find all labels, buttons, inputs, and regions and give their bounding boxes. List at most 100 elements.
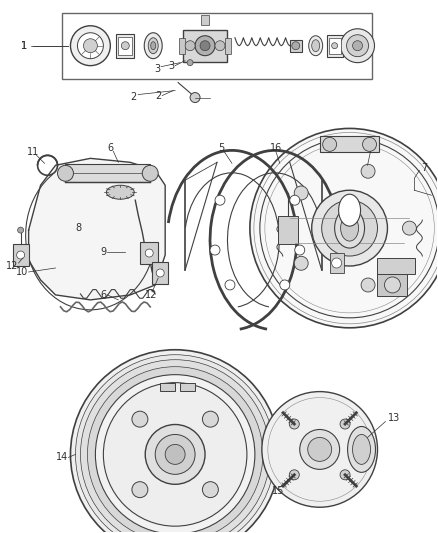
Ellipse shape	[148, 38, 158, 54]
Circle shape	[132, 482, 148, 498]
Bar	[152, 262, 168, 284]
Ellipse shape	[309, 36, 323, 55]
Circle shape	[346, 35, 368, 56]
Circle shape	[190, 93, 200, 102]
Bar	[320, 136, 379, 152]
Circle shape	[290, 470, 299, 480]
Bar	[183, 30, 227, 62]
Circle shape	[95, 375, 255, 533]
Bar	[118, 37, 132, 55]
Circle shape	[88, 367, 263, 533]
Circle shape	[294, 186, 308, 200]
Bar	[66, 164, 150, 182]
Circle shape	[403, 221, 417, 235]
Ellipse shape	[335, 208, 364, 248]
Circle shape	[18, 227, 24, 233]
Circle shape	[71, 350, 280, 533]
Circle shape	[262, 392, 378, 507]
Bar	[278, 216, 298, 244]
Circle shape	[250, 128, 438, 328]
Circle shape	[200, 41, 210, 51]
Circle shape	[156, 269, 164, 277]
Circle shape	[78, 33, 103, 59]
Text: 16: 16	[270, 143, 282, 154]
Ellipse shape	[348, 426, 375, 472]
Text: 14: 14	[56, 453, 68, 463]
Bar	[160, 383, 175, 391]
Circle shape	[155, 434, 195, 474]
Circle shape	[290, 195, 300, 205]
Circle shape	[321, 200, 378, 256]
Ellipse shape	[57, 165, 74, 181]
Bar	[117, 34, 134, 58]
Circle shape	[340, 419, 350, 429]
Bar	[328, 38, 341, 54]
Text: 2: 2	[155, 91, 162, 101]
Bar	[378, 258, 415, 274]
Circle shape	[290, 419, 299, 429]
Circle shape	[17, 251, 25, 259]
Bar	[290, 40, 302, 52]
Ellipse shape	[144, 33, 162, 59]
Circle shape	[195, 36, 215, 55]
Text: 5: 5	[218, 143, 224, 154]
Circle shape	[165, 445, 185, 464]
Circle shape	[300, 430, 339, 470]
Bar	[13, 244, 28, 266]
Text: 1: 1	[21, 41, 27, 51]
Text: 1: 1	[21, 41, 27, 51]
Polygon shape	[28, 158, 165, 300]
Ellipse shape	[312, 40, 320, 52]
Circle shape	[145, 249, 153, 257]
Ellipse shape	[323, 138, 337, 151]
Circle shape	[215, 41, 225, 51]
Circle shape	[312, 190, 388, 266]
Ellipse shape	[353, 434, 371, 464]
Circle shape	[361, 278, 375, 292]
Ellipse shape	[341, 215, 359, 241]
Circle shape	[340, 470, 350, 480]
Bar	[180, 383, 195, 391]
Text: 11: 11	[27, 147, 39, 157]
Circle shape	[81, 360, 270, 533]
Ellipse shape	[106, 185, 134, 199]
Bar	[140, 242, 158, 264]
Circle shape	[332, 258, 342, 268]
Circle shape	[341, 29, 374, 63]
Text: 6: 6	[100, 290, 106, 300]
Circle shape	[75, 355, 275, 533]
Text: 12: 12	[145, 290, 158, 300]
Bar	[225, 38, 231, 54]
Ellipse shape	[151, 42, 155, 50]
Circle shape	[71, 26, 110, 66]
Ellipse shape	[363, 138, 377, 151]
Text: 10: 10	[16, 267, 28, 277]
Bar	[327, 35, 343, 56]
Circle shape	[215, 195, 225, 205]
Circle shape	[332, 43, 338, 49]
Ellipse shape	[339, 194, 360, 226]
Text: 13: 13	[388, 413, 400, 423]
Text: 3: 3	[168, 61, 174, 71]
Circle shape	[185, 41, 195, 51]
Text: 8: 8	[75, 223, 81, 233]
Text: 7: 7	[421, 163, 427, 173]
Text: 2: 2	[130, 92, 137, 102]
Circle shape	[292, 42, 300, 50]
Circle shape	[294, 256, 308, 270]
Circle shape	[202, 411, 219, 427]
Circle shape	[308, 438, 332, 462]
Circle shape	[210, 245, 220, 255]
Circle shape	[132, 411, 148, 427]
Circle shape	[187, 60, 193, 66]
Text: 15: 15	[272, 486, 284, 496]
Circle shape	[202, 482, 219, 498]
Ellipse shape	[142, 165, 158, 181]
Circle shape	[280, 280, 290, 290]
Bar	[179, 38, 185, 54]
Circle shape	[353, 41, 363, 51]
Text: 6: 6	[107, 143, 113, 154]
Circle shape	[361, 164, 375, 178]
Bar	[330, 253, 343, 273]
Circle shape	[121, 42, 129, 50]
